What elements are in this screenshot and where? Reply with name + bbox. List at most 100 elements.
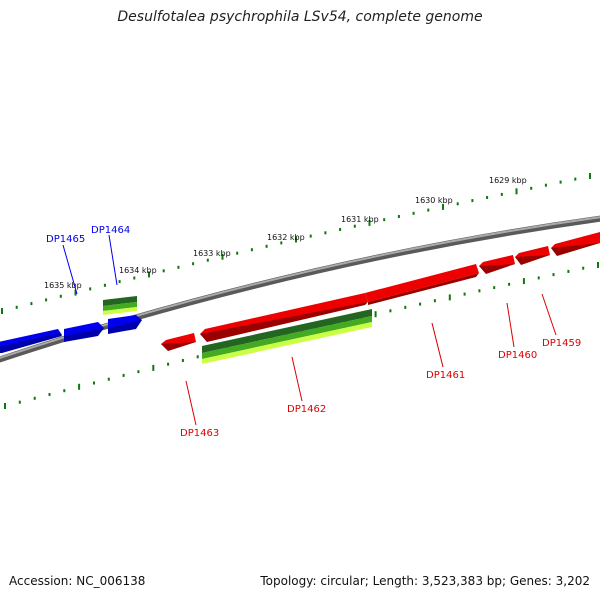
scale-tick: [353, 224, 356, 228]
scale-tick: [433, 299, 436, 303]
scale-tick: [427, 208, 430, 212]
gene-label-dp1461[interactable]: DP1461: [426, 370, 465, 381]
scale-tick: [93, 381, 95, 385]
scale-tick: [133, 276, 136, 280]
scale-tick: [589, 173, 591, 179]
scale-tick: [137, 370, 140, 374]
scale-tick: [236, 251, 239, 255]
rna-feature-long[interactable]: [202, 309, 372, 364]
gene-arrow[interactable]: [200, 302, 368, 342]
scale-tick: [463, 292, 466, 296]
scale-tick: [206, 258, 209, 262]
kbp-label: 1633 kbp: [193, 249, 231, 258]
scale-tick: [15, 305, 18, 309]
gene-label-dp1459[interactable]: DP1459: [542, 338, 581, 349]
scale-tick: [397, 215, 400, 218]
scale-tick: [265, 244, 268, 248]
scale-tick: [89, 287, 92, 291]
scale-tick: [167, 362, 170, 366]
scale-tick: [368, 219, 371, 226]
scale-tick: [162, 269, 165, 273]
scale-tick: [1, 308, 3, 314]
kbp-label: 1635 kbp: [44, 281, 82, 290]
scale-tick: [59, 294, 62, 298]
scale-tick: [582, 266, 585, 270]
accession-text: Accession: NC_006138: [9, 574, 146, 588]
scale-tick: [18, 400, 21, 404]
scale-tick: [522, 278, 525, 285]
scale-tick: [74, 289, 77, 296]
kbp-label: 1632 kbp: [267, 233, 305, 242]
scale-tick: [404, 305, 407, 309]
scale-tick: [196, 355, 199, 359]
scale-tick: [45, 298, 48, 302]
scale-tick: [309, 234, 312, 238]
scale-tick: [122, 373, 125, 377]
kbp-label: 1629 kbp: [489, 176, 527, 185]
scale-tick: [478, 289, 481, 293]
genome-summary: Topology: circular; Length: 3,523,383 bp…: [260, 574, 590, 588]
scale-tick: [448, 294, 451, 301]
scale-tick: [530, 186, 533, 190]
scale-tick: [456, 202, 459, 206]
gene-arrow[interactable]: [479, 264, 515, 274]
scale-tick: [339, 228, 342, 231]
gene-label-dp1460[interactable]: DP1460: [498, 350, 537, 361]
gene-label-dp1462[interactable]: DP1462: [287, 404, 326, 415]
scale-tick: [63, 389, 66, 393]
scale-tick: [412, 211, 415, 215]
scale-tick: [295, 236, 297, 243]
scale-tick: [493, 286, 496, 290]
scale-tick: [148, 271, 150, 278]
scale-tick: [419, 302, 422, 306]
scale-tick: [152, 364, 155, 371]
gene-block-forward: [161, 232, 600, 351]
scale-tick: [383, 218, 386, 222]
rna-feature[interactable]: [103, 296, 137, 315]
outer-scale-ticks: [1, 173, 591, 314]
scale-tick: [389, 309, 392, 313]
scale-tick: [374, 311, 377, 318]
gene-arrow[interactable]: [515, 255, 550, 265]
scale-tick: [544, 183, 547, 187]
gene-arrow[interactable]: [368, 273, 479, 305]
scale-tick: [192, 262, 195, 266]
kbp-label: 1630 kbp: [415, 196, 453, 205]
scale-tick: [221, 253, 224, 260]
scale-tick: [280, 241, 283, 245]
scale-tick: [559, 180, 562, 184]
gene-labels: DP1465 DP1464 DP1463 DP1462 DP1461 DP146…: [46, 225, 581, 439]
scale-tick: [324, 231, 327, 235]
gene-arrow[interactable]: [64, 328, 104, 342]
scale-tick: [552, 273, 555, 277]
leader-lines: [62, 234, 557, 426]
gene-block-reverse: [0, 315, 142, 353]
gene-arrow[interactable]: [161, 342, 196, 351]
scale-tick: [567, 269, 570, 273]
gene-arrow[interactable]: [551, 243, 600, 256]
scale-tick: [486, 196, 489, 199]
kbp-label: 1631 kbp: [341, 215, 379, 224]
scale-tick: [4, 403, 6, 409]
scale-tick: [107, 377, 110, 381]
scale-tick: [471, 199, 474, 203]
gene-label-dp1464[interactable]: DP1464: [91, 225, 130, 236]
gene-label-dp1463[interactable]: DP1463: [180, 428, 219, 439]
kbp-label: 1634 kbp: [119, 266, 157, 275]
scale-tick: [48, 393, 51, 396]
scale-tick: [103, 283, 106, 287]
genome-title: Desulfotalea psychrophila LSv54, complet…: [117, 9, 483, 25]
scale-tick: [442, 203, 444, 210]
scale-labels: 1635 kbp 1634 kbp 1633 kbp 1632 kbp 1631…: [44, 176, 527, 290]
scale-tick: [250, 248, 253, 252]
gene-arrow[interactable]: [108, 320, 142, 334]
gene-arrow[interactable]: [0, 333, 62, 353]
scale-tick: [30, 302, 33, 306]
gene-arrow[interactable]: [365, 264, 479, 302]
scale-tick: [118, 280, 121, 284]
scale-tick: [33, 396, 36, 400]
scale-tick: [508, 282, 511, 286]
gene-label-dp1465[interactable]: DP1465: [46, 234, 85, 245]
scale-tick: [78, 383, 81, 390]
